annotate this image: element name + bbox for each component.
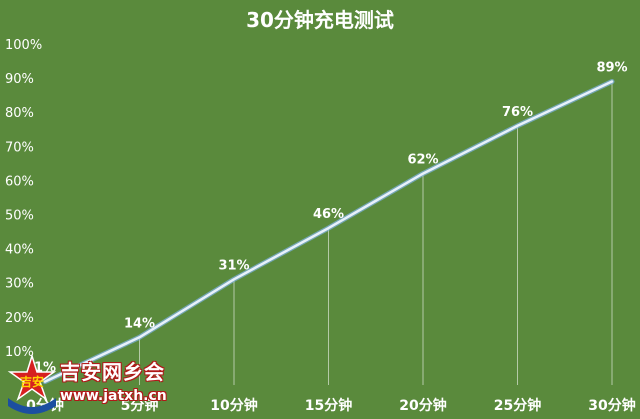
watermark: 吉安 吉安网乡会 www.jatxh.cn — [0, 350, 200, 419]
y-tick-label: 20% — [5, 311, 34, 326]
y-tick-label: 80% — [5, 106, 34, 121]
series-line — [43, 80, 614, 383]
x-tick-label: 5分钟 — [121, 397, 159, 414]
data-label: 76% — [502, 105, 533, 120]
data-labels: 1%14%31%46%62%76%89% — [34, 61, 628, 376]
y-tick-label: 30% — [5, 277, 34, 292]
y-tick-label: 70% — [5, 140, 34, 155]
y-tick-label: 60% — [5, 174, 34, 189]
data-label: 14% — [124, 316, 155, 331]
x-tick-label: 25分钟 — [494, 397, 541, 414]
watermark-logo-icon: 吉安 — [7, 354, 57, 414]
y-tick-label: 100% — [5, 38, 42, 53]
y-tick-label: 10% — [5, 345, 34, 360]
y-tick-label: 40% — [5, 243, 34, 258]
data-label: 46% — [313, 207, 344, 222]
y-tick-label: 90% — [5, 72, 34, 87]
y-tick-label: 50% — [5, 209, 34, 224]
x-tick-label: 30分钟 — [588, 397, 635, 414]
x-tick-label: 20分钟 — [399, 397, 446, 414]
data-label: 31% — [218, 258, 249, 273]
chart-title: 30分钟充电测试 — [246, 8, 394, 32]
watermark-url: www.jatxh.cn — [60, 388, 167, 404]
x-tick-label: 15分钟 — [305, 397, 352, 414]
series-line-group — [42, 79, 615, 385]
data-label: 89% — [596, 61, 627, 76]
drop-lines — [139, 81, 613, 385]
x-tick-label: 10分钟 — [210, 397, 257, 414]
data-label: 62% — [407, 153, 438, 168]
watermark-logo-text: 吉安 — [20, 374, 44, 389]
y-axis-tick-labels: 10% 20% 30% 40% 50% 60% 70% 80% 90% 100% — [5, 38, 42, 360]
watermark-name: 吉安网乡会 — [60, 360, 165, 384]
